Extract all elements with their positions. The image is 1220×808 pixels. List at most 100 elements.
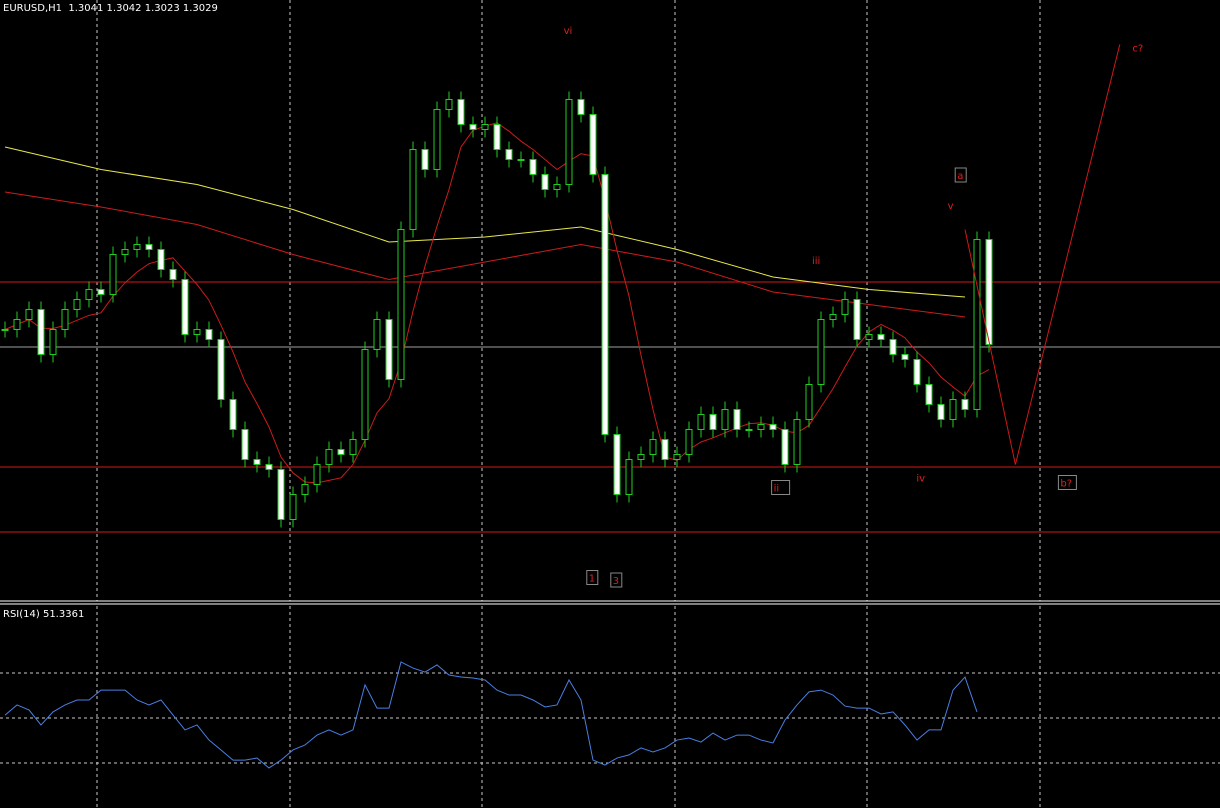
candle-body	[757, 424, 765, 430]
candle-body	[325, 449, 333, 465]
candle	[925, 376, 933, 413]
candle	[85, 281, 93, 308]
candle	[313, 456, 321, 493]
candle-body	[661, 439, 669, 460]
candle	[673, 446, 681, 468]
candle-body	[133, 244, 141, 250]
candle-body	[373, 319, 381, 350]
candle	[769, 416, 777, 438]
moving-average-yellow	[4, 146, 966, 298]
candle-body	[481, 124, 489, 130]
candle-body	[289, 494, 297, 520]
candle	[373, 311, 381, 358]
candle	[97, 281, 105, 303]
candle	[397, 221, 405, 388]
candle-body	[937, 404, 945, 420]
candle	[61, 301, 69, 338]
candle-body	[541, 174, 549, 190]
candle-body	[157, 249, 165, 270]
candle	[757, 416, 765, 438]
candle	[505, 141, 513, 168]
candle-body	[817, 319, 825, 385]
candle	[133, 236, 141, 258]
candle	[277, 461, 285, 528]
candle-body	[577, 99, 585, 115]
candle	[469, 116, 477, 138]
candle	[241, 421, 249, 468]
candle-body	[181, 279, 189, 335]
candle-body	[529, 159, 537, 175]
candle-body	[121, 249, 129, 255]
candle	[289, 486, 297, 528]
candle-body	[145, 244, 153, 250]
moving-average-fast-red	[4, 122, 990, 484]
candle	[529, 151, 537, 183]
candle	[433, 101, 441, 178]
candle	[1, 321, 9, 338]
candle	[733, 401, 741, 438]
wave-label-box	[771, 480, 791, 495]
wave-label-vi: vi	[564, 26, 573, 37]
candle	[913, 351, 921, 393]
candle-body	[97, 289, 105, 295]
candle	[649, 431, 657, 463]
candle	[349, 431, 357, 463]
candle	[721, 401, 729, 438]
candle-body	[781, 429, 789, 465]
candle-body	[973, 239, 981, 410]
ohlc-values: 1.3041 1.3042 1.3023 1.3029	[68, 3, 218, 14]
candle	[709, 406, 717, 438]
candle	[37, 301, 45, 363]
candle	[973, 231, 981, 418]
candle-body	[853, 299, 861, 340]
candle-body	[205, 329, 213, 340]
candle-body	[265, 464, 273, 470]
candle-body	[877, 334, 885, 340]
candle	[493, 116, 501, 158]
candle	[685, 421, 693, 463]
chart-header: EURUSD,H1 1.3041 1.3042 1.3023 1.3029	[3, 3, 218, 14]
wave-label-iv: iv	[916, 474, 925, 485]
candle	[805, 376, 813, 428]
candle-body	[229, 399, 237, 430]
candle-body	[1, 329, 9, 331]
candle-body	[397, 229, 405, 380]
candle	[517, 151, 525, 168]
candle-body	[409, 149, 417, 230]
candle	[625, 451, 633, 503]
wave-label-b?: b?	[1060, 479, 1072, 490]
candle-body	[505, 149, 513, 160]
candle	[25, 301, 33, 328]
candle-body	[313, 464, 321, 485]
candle	[661, 431, 669, 468]
candle-body	[685, 429, 693, 455]
candle-body	[241, 429, 249, 460]
candle-body	[889, 339, 897, 355]
candle	[961, 391, 969, 418]
candle-body	[769, 424, 777, 430]
candle	[853, 291, 861, 348]
wave-label-1: 1	[589, 574, 595, 585]
candle	[385, 311, 393, 388]
candle	[301, 476, 309, 503]
rsi-line	[4, 661, 978, 769]
candle-body	[61, 309, 69, 330]
candle	[889, 331, 897, 363]
moving-average-red	[4, 191, 966, 318]
candle-body	[85, 289, 93, 300]
candle-body	[445, 99, 453, 110]
candle-body	[637, 454, 645, 460]
wave-label-v: v	[948, 201, 954, 212]
candle-body	[301, 484, 309, 495]
candle	[13, 311, 21, 338]
candle	[637, 446, 645, 468]
candle-body	[961, 399, 969, 410]
candle	[121, 241, 129, 263]
wave-label-c?: c?	[1132, 44, 1143, 55]
candle	[145, 236, 153, 258]
candle-body	[253, 459, 261, 465]
candle-body	[793, 419, 801, 465]
candle-body	[553, 184, 561, 190]
